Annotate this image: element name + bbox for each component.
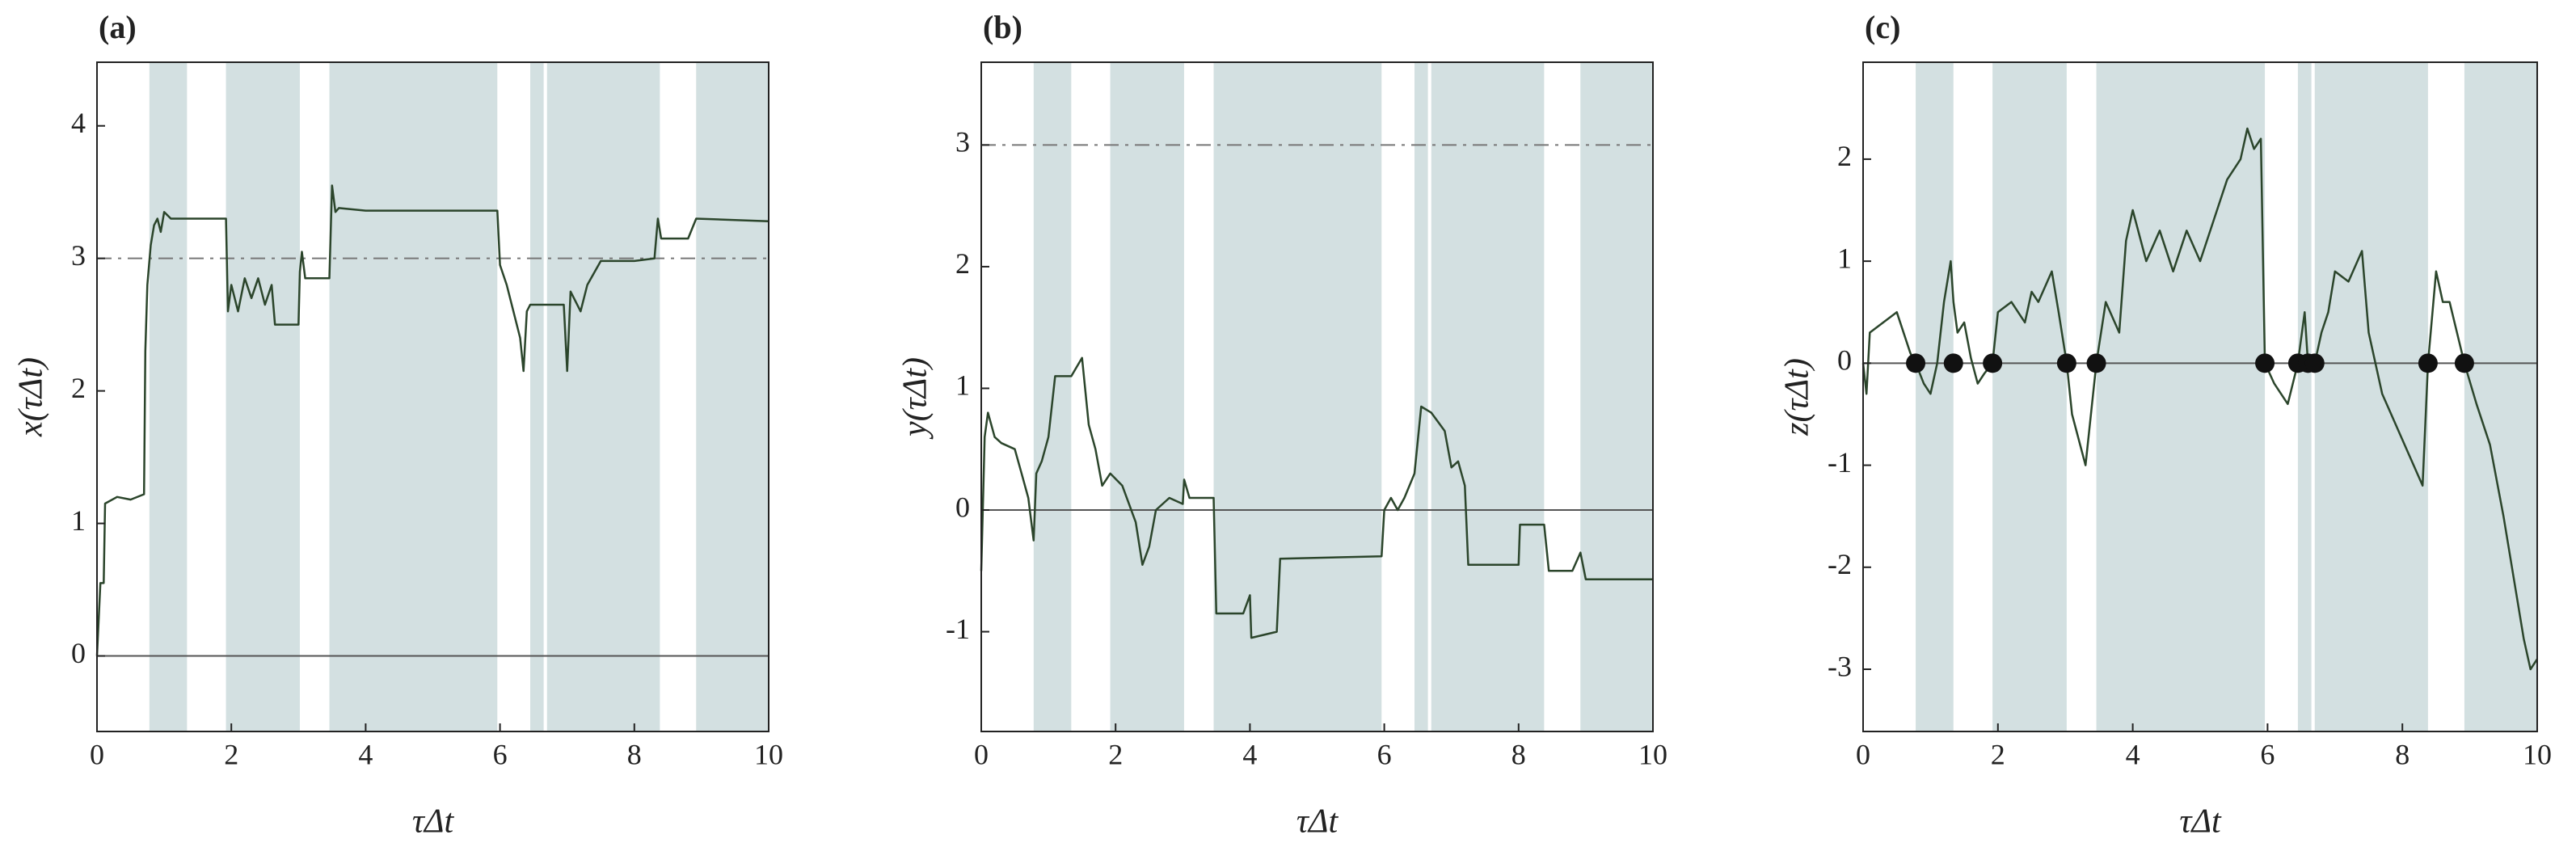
shaded-region (1992, 62, 2067, 731)
panel-label: (b) (983, 9, 1022, 45)
x-tick-label: 6 (2260, 738, 2275, 770)
shaded-region (1916, 62, 1954, 731)
x-tick-label: 4 (1242, 738, 1257, 770)
data-line (1861, 127, 2539, 671)
x-tick-label: 8 (2395, 738, 2409, 770)
crossing-marker (1906, 353, 1926, 373)
panel: 0 2 4 6 8 10 -3 -2 -1 0 1 2 τΔt z(τΔt) (c) (1779, 9, 2552, 840)
x-axis-label: τΔt (2179, 803, 2222, 841)
shaded-region (149, 62, 188, 731)
shaded-region (2297, 62, 2312, 731)
shaded-region (2096, 62, 2266, 731)
y-tick-label: 2 (955, 247, 970, 280)
x-tick-label: 6 (1377, 738, 1392, 770)
x-axis-label: τΔt (1296, 803, 1339, 841)
y-tick-label: -1 (946, 613, 970, 645)
x-tick-label: 2 (224, 738, 238, 770)
panel-label: (a) (99, 9, 137, 45)
x-tick-label: 4 (358, 738, 373, 770)
shaded-region (529, 62, 544, 731)
shaded-region (226, 62, 300, 731)
x-tick-label: 10 (1638, 738, 1667, 770)
crossing-marker (2056, 353, 2076, 373)
x-tick-label: 8 (627, 738, 642, 770)
x-tick-label: 2 (1991, 738, 2005, 770)
x-tick-label: 10 (2523, 738, 2552, 770)
y-tick-label: 2 (1837, 140, 1852, 172)
shaded-region (546, 62, 660, 731)
crossing-marker (2086, 353, 2106, 373)
y-tick-label: 1 (1837, 242, 1852, 274)
y-tick-label: 1 (955, 369, 970, 402)
panel: 0 2 4 6 8 10 -1 0 1 2 3 τΔt y(τΔt) (b) (897, 9, 1667, 840)
shaded-region (696, 62, 769, 731)
crossing-marker (1943, 353, 1963, 373)
y-tick-label: 2 (71, 372, 86, 404)
shaded-region (1213, 62, 1382, 731)
axes-box (980, 61, 1654, 732)
shaded-region (2314, 62, 2428, 731)
y-axis-label: z(τΔt) (1779, 358, 1816, 436)
data-line (95, 184, 769, 656)
x-tick-label: 6 (493, 738, 508, 770)
y-tick-label: -3 (1828, 650, 1852, 682)
shaded-region (1580, 62, 1653, 731)
shaded-region (1431, 62, 1545, 731)
crossing-marker (2255, 353, 2275, 373)
crossing-marker (2418, 353, 2438, 373)
x-tick-label: 0 (90, 738, 104, 770)
x-tick-label: 10 (754, 738, 783, 770)
y-tick-label: 1 (71, 504, 86, 537)
shaded-region (329, 62, 498, 731)
shaded-region (1110, 62, 1184, 731)
crossing-marker (2304, 353, 2325, 373)
x-axis-label: τΔt (412, 803, 455, 841)
y-tick-label: 3 (71, 239, 86, 272)
y-tick-label: 0 (1837, 344, 1852, 377)
y-tick-label: -1 (1828, 446, 1852, 478)
y-axis-label: x(τΔt) (13, 357, 50, 437)
y-tick-label: 4 (71, 107, 86, 139)
y-tick-label: 0 (71, 637, 86, 669)
axes-box (1862, 61, 2538, 732)
x-tick-label: 0 (1856, 738, 1870, 770)
axes-box (96, 61, 769, 732)
panel: 0 2 4 6 8 10 0 1 2 3 4 τΔt x(τΔt) (a) (13, 9, 783, 840)
x-tick-label: 8 (1511, 738, 1526, 770)
y-tick-label: 0 (955, 491, 970, 523)
x-tick-label: 2 (1108, 738, 1123, 770)
shaded-region (1414, 62, 1428, 731)
x-tick-label: 0 (974, 738, 989, 770)
data-line (980, 356, 1653, 639)
y-tick-label: -2 (1828, 548, 1852, 580)
y-axis-label: y(τΔt) (897, 357, 934, 440)
x-tick-label: 4 (2126, 738, 2140, 770)
crossing-marker (1983, 353, 2003, 373)
panel-label: (c) (1865, 9, 1900, 45)
crossing-marker (2454, 353, 2474, 373)
shaded-region (2464, 62, 2537, 731)
y-tick-label: 3 (955, 126, 970, 158)
